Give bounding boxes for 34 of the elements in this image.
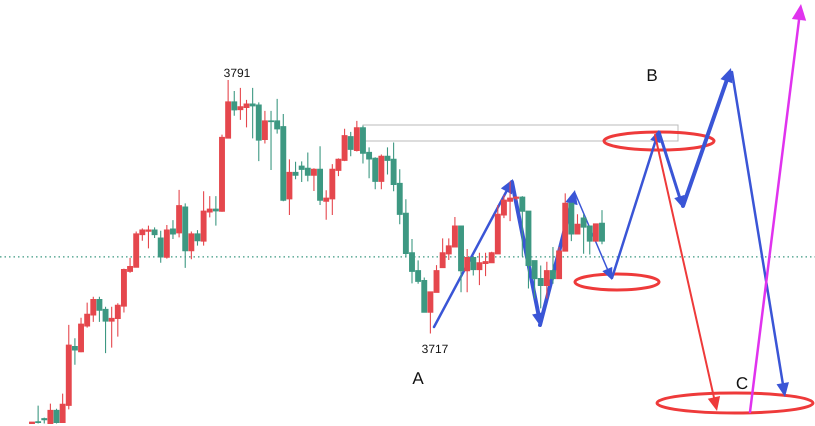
annotation: 3717	[422, 342, 449, 356]
candlestick	[152, 226, 158, 239]
candlestick	[317, 146, 324, 206]
candlestick	[568, 202, 574, 242]
candlestick	[592, 223, 599, 242]
text: B	[646, 66, 658, 85]
candlestick	[292, 161, 298, 180]
candlestick	[188, 230, 194, 260]
candlestick	[231, 90, 238, 116]
candlestick	[194, 230, 200, 246]
candlestick	[29, 421, 35, 424]
candlestick	[262, 110, 268, 144]
candlestick	[310, 168, 317, 192]
candlestick	[544, 261, 550, 300]
candlestick	[164, 224, 170, 260]
candlestick	[54, 408, 60, 424]
candlestick	[35, 405, 42, 424]
annotation: A	[412, 369, 424, 388]
candlestick	[354, 120, 360, 152]
candlestick	[176, 189, 182, 238]
annotation: 3791	[224, 66, 251, 80]
candlestick	[464, 248, 470, 293]
candlestick	[182, 202, 188, 268]
candlestick	[378, 154, 384, 190]
candlestick	[599, 210, 605, 245]
candlestick	[72, 338, 78, 366]
candlestick	[170, 220, 176, 240]
candlestick	[348, 131, 354, 157]
candlestick	[41, 417, 48, 424]
candlestick	[47, 403, 54, 424]
text: C	[736, 374, 748, 393]
candlestick	[212, 196, 219, 226]
candlestick	[286, 158, 292, 216]
candlestick	[574, 214, 580, 234]
